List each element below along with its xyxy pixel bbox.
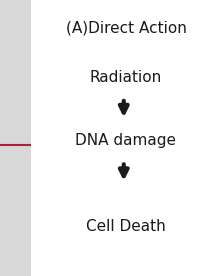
FancyBboxPatch shape — [31, 0, 221, 276]
Text: DNA damage: DNA damage — [75, 133, 177, 148]
Text: Cell Death: Cell Death — [86, 219, 166, 234]
Text: (A)Direct Action: (A)Direct Action — [66, 20, 186, 35]
Text: Radiation: Radiation — [90, 70, 162, 85]
